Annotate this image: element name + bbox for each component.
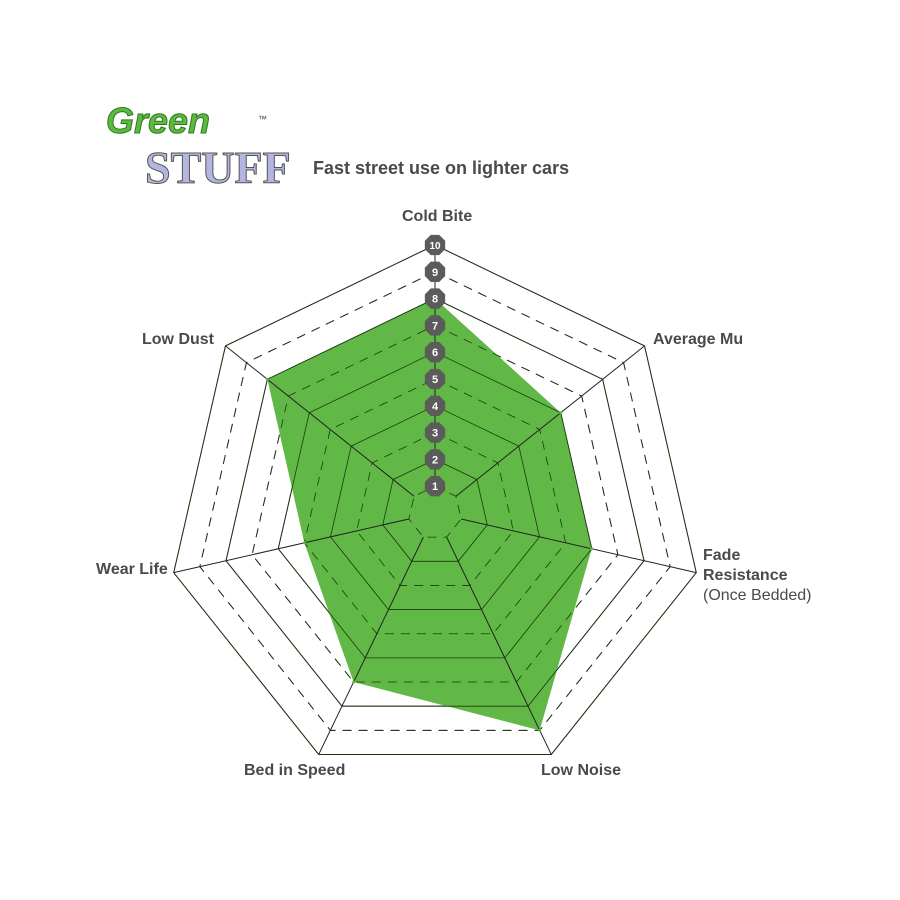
tick-label-6: 6 [432, 347, 438, 359]
tick-marker-7 [424, 315, 446, 336]
tick-label-9: 9 [432, 267, 438, 279]
axis-line-5 [173, 518, 409, 574]
grid-ring-overlay-1 [408, 485, 462, 538]
grid-ring-overlay-10 [173, 244, 697, 755]
tick-marker-3 [424, 422, 446, 443]
tick-label-10: 10 [429, 241, 441, 252]
svg-text:Green: Green [106, 100, 210, 141]
data-point-4 [352, 680, 356, 684]
tick-label-7: 7 [432, 320, 438, 332]
tick-label-1: 1 [432, 481, 438, 493]
tick-label-8: 8 [432, 294, 438, 306]
tick-marker-8 [424, 288, 446, 309]
tick-marker-9 [424, 261, 446, 282]
data-point-6 [265, 377, 269, 381]
tick-label-4: 4 [432, 401, 439, 413]
data-point-2 [590, 547, 594, 551]
axis-label-cold-bite: Cold Bite [402, 208, 473, 225]
axis-line-2 [461, 518, 697, 574]
grid-ring-overlay-3 [356, 432, 514, 586]
logo: Green STUFF ™ [106, 100, 292, 194]
svg-text:™: ™ [258, 114, 267, 124]
svg-text:STUFF: STUFF [145, 142, 291, 193]
tick-marker-2 [424, 449, 446, 470]
tick-marker-4 [424, 395, 446, 416]
axis-line-6 [225, 345, 415, 497]
axis-label-bed-in-speed: Bed in Speed [244, 762, 346, 779]
tick-marker-5 [424, 368, 446, 390]
grid-ring-overlay-6 [277, 351, 593, 659]
grid-ring-overlay-9 [199, 271, 671, 731]
axis-label-low-dust: Low Dust [142, 331, 214, 348]
tick-label-2: 2 [432, 454, 438, 466]
grid-ring-overlay-8 [225, 298, 645, 707]
axis-label-low-noise: Low Noise [541, 762, 622, 779]
axis-line-4 [318, 536, 424, 755]
grid-ring-overlay-5 [303, 378, 567, 635]
data-area [267, 298, 592, 731]
tick-marker-6 [424, 342, 446, 363]
data-point-5 [302, 541, 306, 545]
axis-label-wear-life: Wear Life [96, 561, 168, 578]
chart-title: Fast street use on lighter cars [313, 158, 570, 178]
axis-label-fade-resistance: Fade Resistance (Once Bedded) [703, 547, 812, 604]
tick-marker-10 [424, 234, 446, 256]
data-point-3 [538, 728, 542, 732]
tick-marker-1 [424, 476, 446, 497]
tick-label-5: 5 [432, 374, 438, 386]
tick-label-3: 3 [432, 428, 438, 440]
axis-line-1 [455, 345, 645, 497]
grid-ring-overlay-4 [330, 405, 540, 610]
grid-ring-overlay-7 [251, 324, 619, 683]
grid-ring-overlay-2 [382, 458, 488, 562]
axis-label-average-mu: Average Mu [653, 331, 744, 348]
data-point-1 [559, 411, 563, 415]
axis-line-3 [446, 536, 552, 755]
